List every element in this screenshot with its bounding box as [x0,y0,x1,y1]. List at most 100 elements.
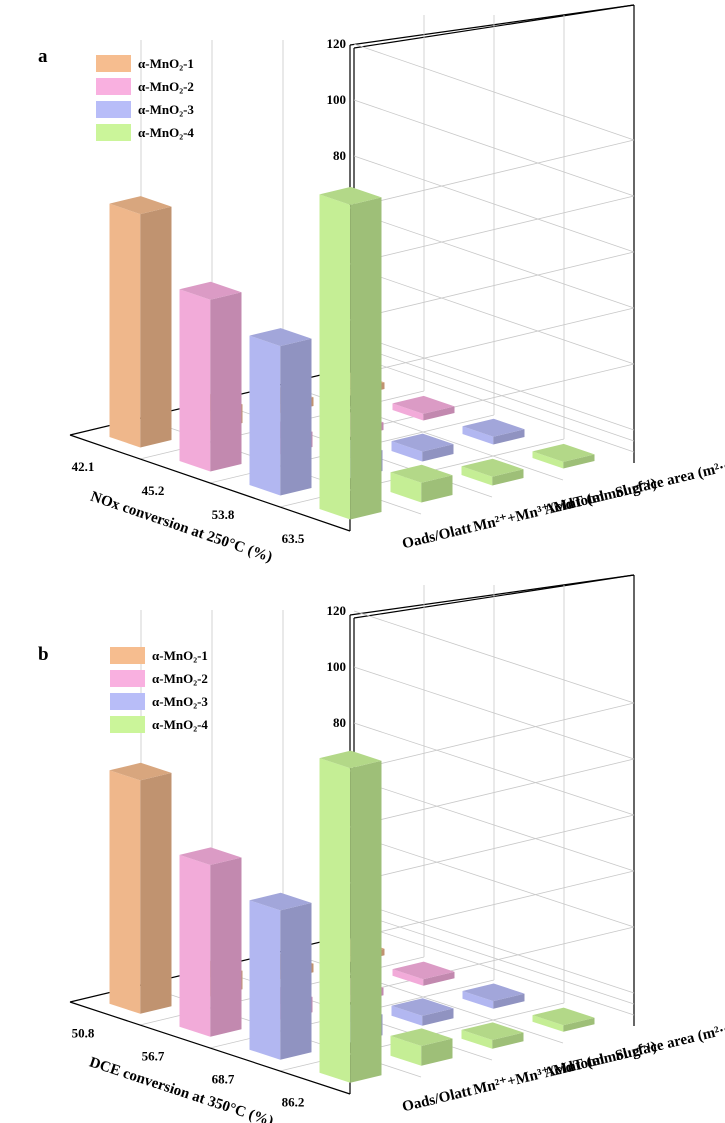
bar-top-face [249,892,312,911]
bar-front-face [461,1029,493,1049]
bar-side-face [280,338,312,496]
bar [392,961,455,986]
bar-side-face [563,1017,595,1032]
gridline-right [349,195,635,265]
bar-top-face [532,1007,595,1026]
bar-top-face [532,443,595,462]
x-axis-label: NOx conversion at 250°C (%) [88,489,274,566]
bar [179,281,242,472]
gridline-right [349,139,635,209]
bar-front-face [462,991,494,1009]
bar-side-face [280,902,312,1060]
legend-label: α-MnO₂-4 [152,717,208,732]
bar-front-face [392,403,424,421]
bar [390,1028,453,1066]
bar-front-face [109,770,141,1014]
bar [392,395,455,421]
bar-top-face [461,458,524,477]
bar [249,892,312,1060]
legend-label: α-MnO₂-2 [138,79,194,94]
panel-letter: b [38,644,49,665]
bar-top-face [391,998,454,1016]
bar-front-face [462,426,494,445]
bar-front-face [179,289,211,472]
bar-side-face [422,444,454,462]
panel-letter: a [38,46,48,67]
bar-top-face [249,328,312,347]
bar-side-face [563,454,595,469]
legend-label: α-MnO₂-1 [138,56,194,71]
bar [109,762,172,1014]
bar-top-face [461,1022,524,1040]
x-tick-label: 56.7 [142,1049,165,1064]
gridline-right [349,702,635,772]
bar-top-face [109,196,172,215]
x-tick-label: 86.2 [282,1095,305,1110]
bar-side-face [493,429,525,445]
z-tick-label: 80 [333,148,346,163]
legend-swatch [96,78,131,95]
bar-front-face [109,203,141,448]
z-tick-label: 100 [327,92,347,107]
bar-top-face [462,418,525,437]
bar-side-face [423,406,455,421]
bar [319,186,382,520]
x-tick-label: 45.2 [142,483,165,498]
bar-front-face [532,1015,564,1032]
bar [249,328,312,496]
legend-swatch [110,670,145,687]
bar-side-face [210,857,242,1037]
bar-top-face [179,847,242,865]
bar [462,983,525,1009]
bar [461,1022,524,1049]
gridline-right [349,870,635,940]
bar-front-face [179,854,211,1037]
bar-side-face [421,475,453,503]
bar-front-face [319,194,351,520]
bar-top-face [390,464,453,483]
bar [319,750,382,1083]
legend-swatch [96,101,131,118]
x-tick-label: 42.1 [72,459,95,474]
bar-top-face [179,281,242,300]
bar-top-face [391,433,454,452]
x-tick-label: 63.5 [282,531,305,546]
bar-side-face [140,206,172,448]
bar-side-face [421,1038,453,1066]
bar [461,458,524,486]
bar-front-face [461,466,493,486]
bar-side-face [140,772,172,1014]
bar-side-face [492,1032,524,1049]
category-label: Mn²⁺+Mn³⁺/Mntotal [472,1052,606,1099]
bar [391,433,454,462]
legend-swatch [110,716,145,733]
category-label: Oads/Olatt [401,520,474,552]
x-axis-label: DCE conversion at 350°C (%) [87,1055,275,1123]
legend-label: α-MnO₂-2 [152,671,208,686]
floor-front-edge [69,434,351,532]
z-tick-label: 80 [333,715,346,730]
bar-top-face [319,186,382,205]
bar-top-face [392,395,455,414]
legend-swatch [96,124,131,141]
bar [462,418,525,445]
bar-side-face [210,292,242,472]
category-label: Oads/Olatt [401,1083,474,1115]
bar [179,847,242,1037]
bar-front-face [392,969,424,986]
x-tick-label: 68.7 [212,1072,235,1087]
legend-label: α-MnO₂-3 [138,102,194,117]
bar-side-face [493,993,525,1009]
bar-side-face [422,1008,454,1026]
legend-label: α-MnO₂-4 [138,125,194,140]
x-tick-label: 53.8 [212,507,235,522]
legend-swatch [110,647,145,664]
bar [532,1007,595,1032]
gridline-right [349,307,635,377]
bar-front-face [390,1035,422,1066]
bar-side-face [423,971,455,986]
bar-top-face [390,1028,453,1046]
floor-front-edge [69,1001,351,1095]
